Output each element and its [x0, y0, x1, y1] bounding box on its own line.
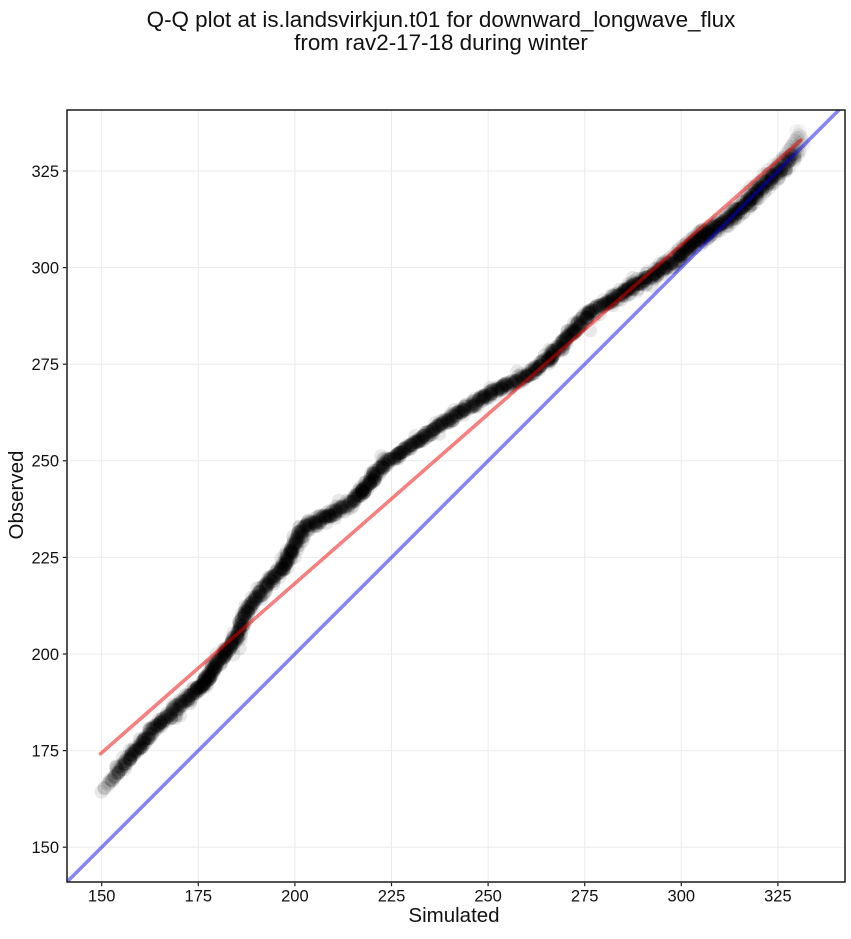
svg-text:225: 225	[378, 888, 406, 906]
svg-text:Observed: Observed	[5, 451, 28, 540]
svg-text:325: 325	[31, 163, 59, 181]
svg-text:200: 200	[281, 888, 309, 906]
svg-text:300: 300	[31, 260, 59, 278]
svg-text:150: 150	[31, 839, 59, 857]
svg-text:175: 175	[31, 743, 59, 761]
svg-text:300: 300	[668, 888, 696, 906]
svg-text:200: 200	[31, 646, 59, 664]
svg-text:275: 275	[31, 356, 59, 374]
svg-text:Q-Q plot at is.landsvirkjun.t0: Q-Q plot at is.landsvirkjun.t01 for down…	[147, 7, 736, 32]
svg-text:225: 225	[31, 549, 59, 567]
svg-text:325: 325	[764, 888, 792, 906]
svg-text:Simulated: Simulated	[408, 904, 499, 927]
svg-text:150: 150	[88, 888, 116, 906]
svg-text:250: 250	[31, 453, 59, 471]
svg-text:175: 175	[185, 888, 213, 906]
svg-text:250: 250	[474, 888, 502, 906]
svg-text:from rav2-17-18 during winter: from rav2-17-18 during winter	[294, 30, 588, 55]
svg-text:275: 275	[571, 888, 599, 906]
